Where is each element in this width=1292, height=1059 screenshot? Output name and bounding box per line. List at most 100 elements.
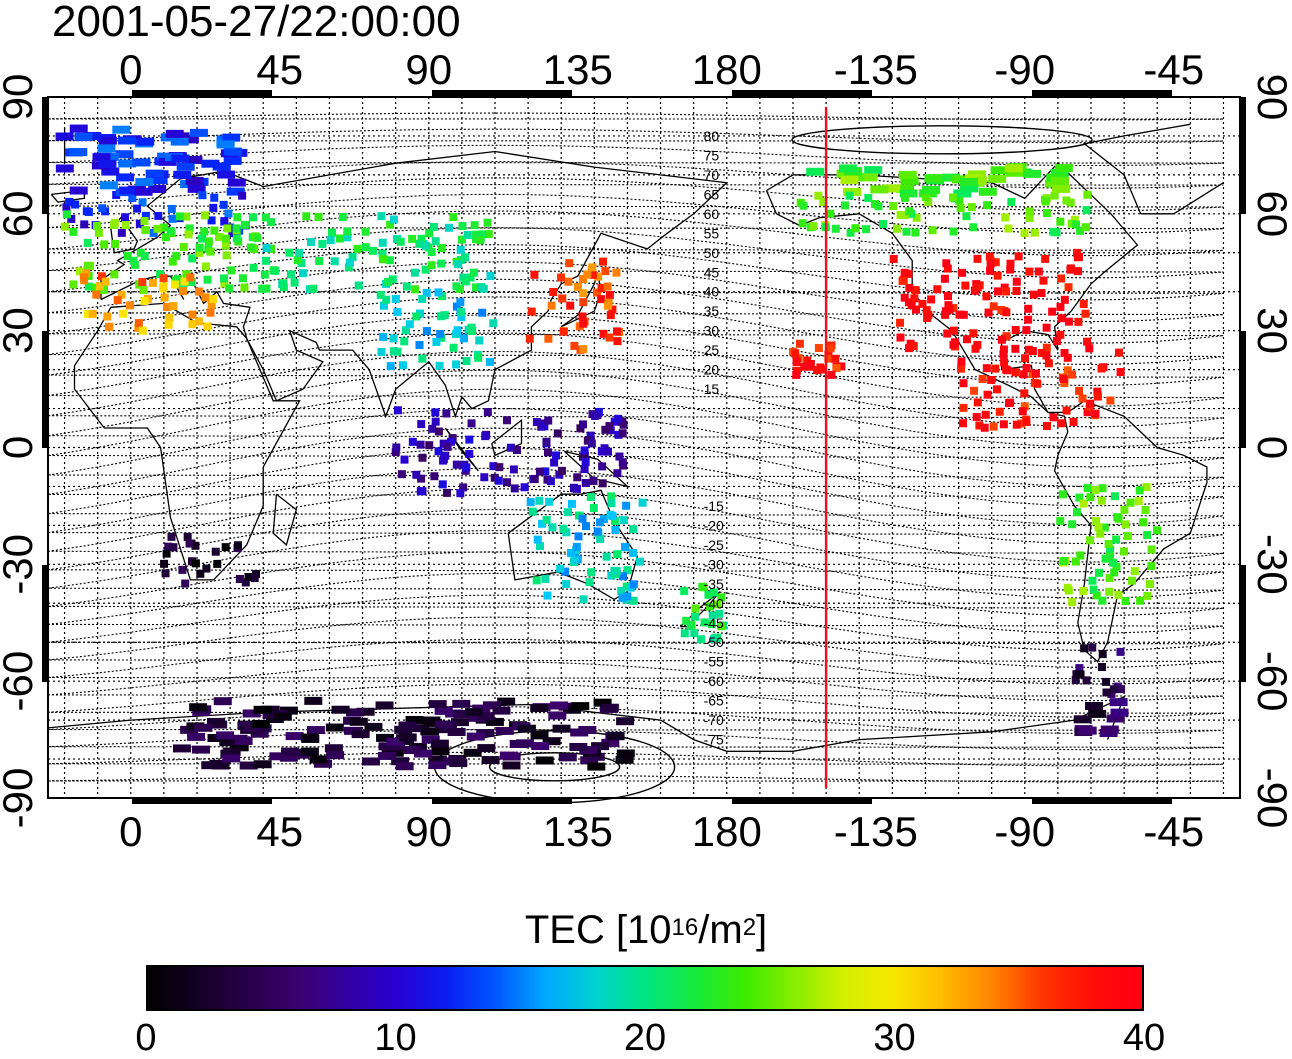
tec-observation: [578, 725, 597, 734]
tec-observation: [418, 453, 427, 462]
tec-observation: [1025, 213, 1034, 222]
tec-observation: [435, 720, 454, 729]
tec-observation: [261, 213, 270, 222]
tec-observation: [176, 162, 195, 171]
tec-observation: [169, 302, 178, 311]
coastline: [765, 162, 1208, 663]
tec-observation: [598, 479, 607, 488]
tec-observation: [443, 442, 452, 451]
tec-observation: [715, 609, 724, 618]
tec-observation: [1097, 364, 1106, 373]
tec-observation: [75, 267, 84, 276]
tec-observation: [973, 254, 982, 263]
tec-observation: [1030, 228, 1039, 237]
tec-observation: [1153, 526, 1162, 535]
tec-observation: [249, 213, 258, 222]
tec-observation: [809, 222, 818, 231]
tec-observation: [1022, 169, 1041, 178]
tec-observation: [466, 273, 475, 282]
tec-observation: [269, 752, 288, 761]
tec-observation: [361, 757, 380, 766]
tec-observation: [942, 173, 961, 182]
tec-observation: [618, 593, 627, 602]
tec-observation: [948, 193, 957, 202]
tec-observation: [318, 239, 327, 248]
tec-observation: [680, 629, 689, 638]
contour-label: -50: [704, 634, 724, 650]
tec-observation: [1060, 295, 1069, 304]
tec-observation: [1072, 670, 1081, 679]
tec-observation: [494, 476, 503, 485]
tec-observation: [813, 366, 822, 375]
tec-observation: [1082, 206, 1091, 215]
tec-observation: [542, 515, 551, 524]
tec-observation: [968, 176, 987, 185]
tec-observation: [1091, 409, 1100, 418]
tec-observation: [547, 301, 556, 310]
contour-label: 60: [704, 206, 720, 222]
tec-observation: [1052, 184, 1071, 193]
tec-observation: [1093, 392, 1102, 401]
tec-observation: [572, 542, 581, 551]
tec-observation: [558, 294, 567, 303]
tec-observation: [1083, 484, 1092, 493]
tec-observation: [184, 155, 203, 164]
tec-observation: [202, 262, 211, 271]
tec-observation: [581, 457, 590, 466]
tec-observation: [618, 429, 627, 438]
tec-observation: [580, 446, 589, 455]
tec-observation: [379, 255, 388, 264]
y-tick-label-left: 90: [0, 74, 41, 121]
tec-observation: [1024, 315, 1033, 324]
tec-observation: [356, 707, 375, 716]
tec-observation: [1072, 508, 1081, 517]
tec-observation: [378, 742, 397, 751]
tec-observation: [105, 322, 114, 331]
tec-observation: [1142, 483, 1151, 492]
tec-observation: [172, 251, 181, 260]
tec-observation: [213, 697, 232, 706]
tec-observation: [548, 711, 567, 720]
tec-observation: [905, 283, 914, 292]
tec-observation: [410, 268, 419, 277]
tec-observation: [959, 379, 968, 388]
tec-observation: [548, 523, 557, 532]
tec-observation: [364, 722, 383, 731]
tec-observation: [999, 345, 1008, 354]
tec-observation: [401, 326, 410, 335]
tec-observation: [338, 212, 347, 221]
tec-observation: [1092, 591, 1101, 600]
tec-observation: [424, 718, 443, 727]
tec-observation: [253, 724, 272, 733]
tec-observation: [84, 282, 93, 291]
tec-observation: [160, 223, 169, 232]
tec-observation: [579, 289, 588, 298]
tec-observation: [159, 274, 168, 283]
tec-observation: [141, 226, 150, 235]
contour-label: 15: [704, 381, 720, 397]
tec-observation: [217, 170, 236, 179]
tec-observation: [526, 498, 535, 507]
tec-observation: [592, 288, 601, 297]
tec-observation: [185, 176, 204, 185]
tec-observation: [179, 243, 188, 252]
tec-observation: [1097, 663, 1106, 672]
tec-observation: [617, 586, 626, 595]
tec-observation: [115, 150, 134, 159]
contour-line: [47, 369, 1224, 448]
tec-observation: [1058, 490, 1067, 499]
tec-observation: [220, 279, 229, 288]
contour-label: 75: [704, 147, 720, 163]
tec-observation: [425, 441, 434, 450]
tec-observation: [95, 282, 104, 291]
tec-observation: [1126, 498, 1135, 507]
contour-label: 30: [704, 323, 720, 339]
tec-observation: [421, 265, 430, 274]
tec-observation: [1012, 277, 1021, 286]
tec-observation: [1134, 497, 1143, 506]
tec-observation: [382, 295, 391, 304]
tec-observation: [1073, 248, 1082, 257]
tec-observation: [1033, 379, 1042, 388]
tec-observation: [638, 498, 647, 507]
tec-observation: [970, 386, 979, 395]
